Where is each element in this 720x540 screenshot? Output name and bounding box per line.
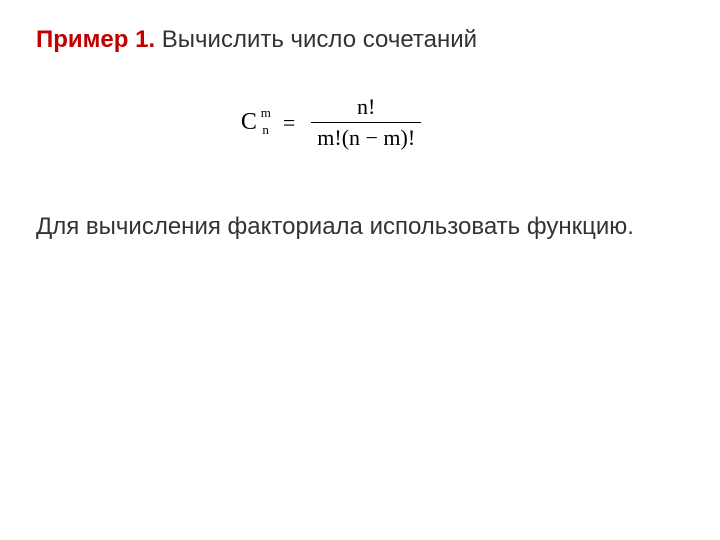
formula-base: C m n <box>241 109 259 136</box>
formula-subscript: n <box>262 122 269 138</box>
numerator: n! <box>349 94 383 122</box>
heading: Пример 1. Вычислить число сочетаний <box>36 26 684 54</box>
body-paragraph: Для вычисления факториала использовать ф… <box>36 211 640 242</box>
formula-letter: C <box>241 109 257 135</box>
heading-text: Вычислить число сочетаний <box>162 26 477 53</box>
combinations-formula: C m n = n! m!(n − m)! <box>241 94 421 151</box>
fraction: n! m!(n − m)! <box>311 94 421 151</box>
formula-superscript: m <box>261 105 271 121</box>
denominator: m!(n − m)! <box>311 123 421 151</box>
heading-label: Пример 1. <box>36 26 155 53</box>
formula-block: C m n = n! m!(n − m)! <box>206 94 456 151</box>
equals-sign: = <box>283 110 295 136</box>
